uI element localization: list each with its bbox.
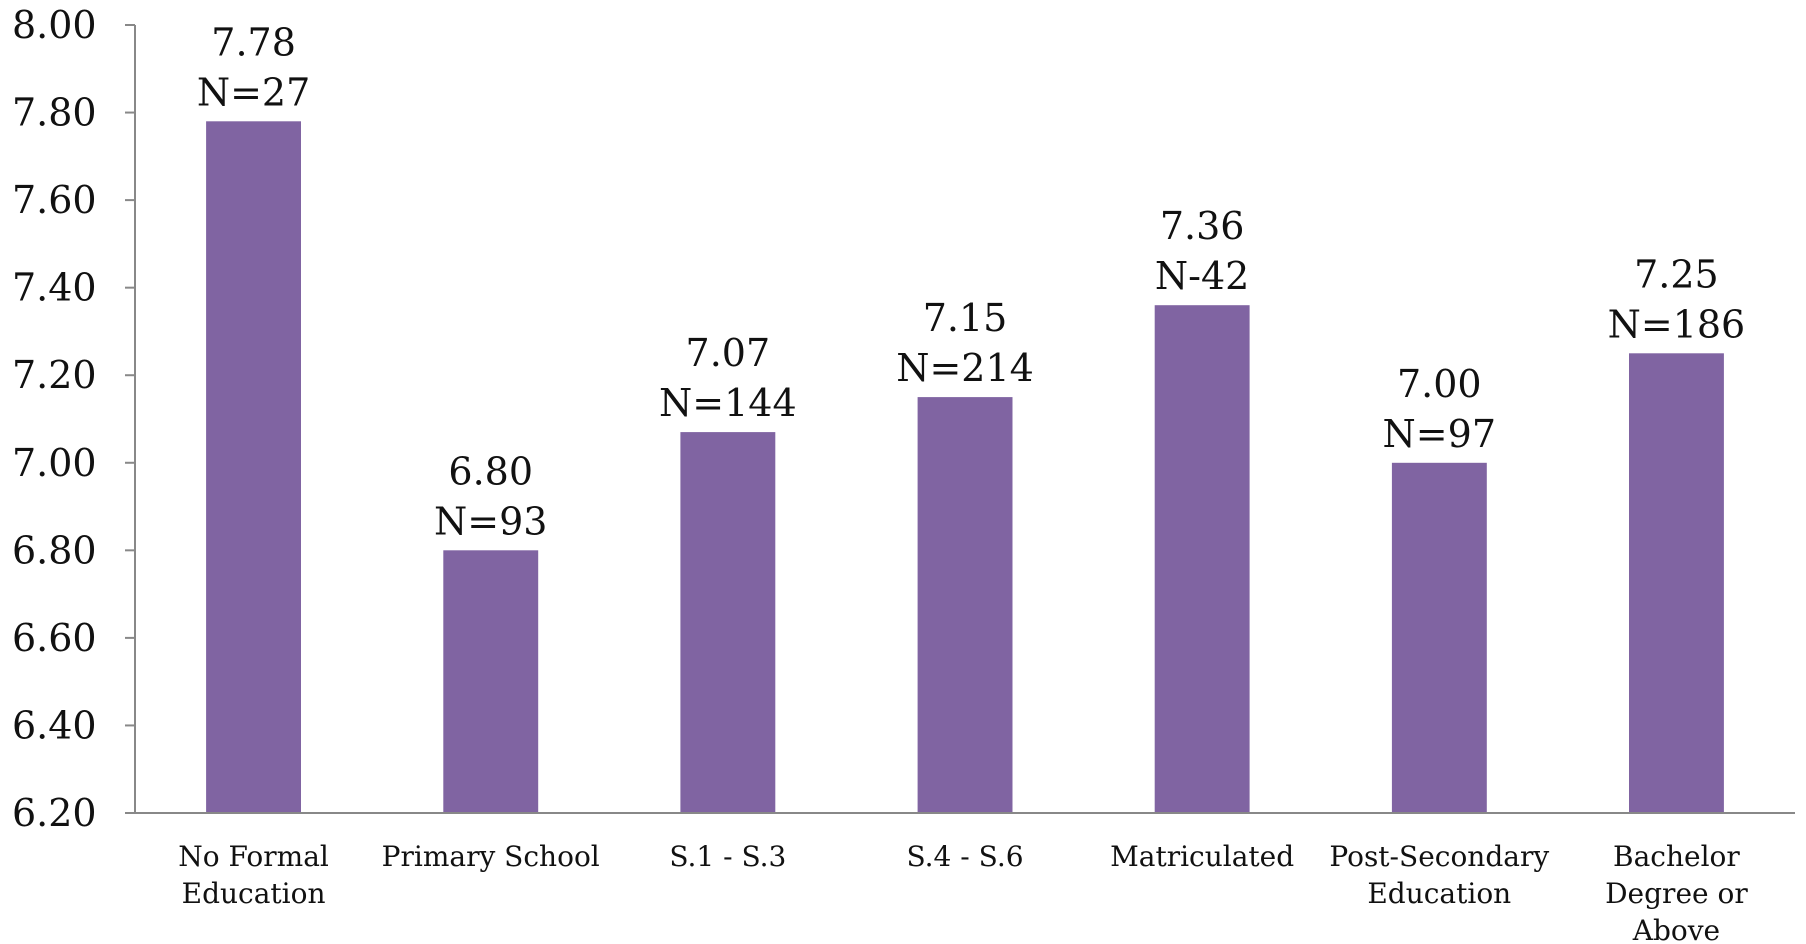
x-tick-label: Degree or xyxy=(1605,877,1748,910)
y-tick-label: 7.60 xyxy=(12,178,97,222)
y-tick-label: 7.20 xyxy=(12,353,97,397)
labels-group: 7.78 N=27 No Formal Education 6.80 N=93 Primar… xyxy=(12,3,1748,944)
x-tick-label: S.4 - S.6 xyxy=(906,840,1023,873)
x-tick-label: S.1 - S.3 xyxy=(669,840,786,873)
y-tick-label: 7.80 xyxy=(12,91,97,135)
data-label-n: N=97 xyxy=(1383,412,1496,456)
y-tick-label: 6.80 xyxy=(12,528,97,572)
x-tick-label: No Formal xyxy=(178,840,329,873)
data-label-value: 7.25 xyxy=(1634,252,1719,296)
data-label-value: 6.80 xyxy=(448,449,533,493)
data-label-n: N=214 xyxy=(896,346,1034,390)
bar xyxy=(680,432,776,813)
data-label-value: 7.78 xyxy=(211,20,296,64)
x-tick-label: Education xyxy=(1367,877,1511,910)
data-label-n: N-42 xyxy=(1155,254,1249,298)
data-label-value: 7.36 xyxy=(1160,204,1245,248)
y-tick-label: 7.00 xyxy=(12,441,97,485)
y-tick-label: 8.00 xyxy=(12,3,97,47)
bar xyxy=(206,121,301,814)
x-tick-label: Above xyxy=(1632,914,1720,944)
x-tick-label: Education xyxy=(182,877,326,910)
data-label-value: 7.00 xyxy=(1397,362,1482,406)
x-tick-label: Matriculated xyxy=(1110,840,1294,873)
y-tick-label: 6.40 xyxy=(12,703,97,747)
bars-group xyxy=(206,121,1724,814)
data-label-n: N=27 xyxy=(197,70,310,114)
axes-group xyxy=(125,24,1795,814)
bar xyxy=(1391,462,1487,813)
y-tick-label: 6.20 xyxy=(12,791,97,835)
data-label-n: N=93 xyxy=(434,499,547,543)
data-label-value: 7.07 xyxy=(686,331,771,375)
y-tick-label: 6.60 xyxy=(12,616,97,660)
bar xyxy=(1629,353,1724,813)
x-tick-label: Primary School xyxy=(382,840,600,873)
bar xyxy=(443,550,539,813)
x-tick-label: Bachelor xyxy=(1613,840,1740,873)
data-label-n: N=144 xyxy=(659,381,797,425)
data-label-value: 7.15 xyxy=(923,296,1008,340)
data-label-n: N=186 xyxy=(1608,302,1746,346)
bar xyxy=(1154,305,1250,813)
y-tick-label: 7.40 xyxy=(12,266,97,310)
x-tick-label: Post-Secondary xyxy=(1329,840,1549,873)
bar xyxy=(917,397,1013,813)
